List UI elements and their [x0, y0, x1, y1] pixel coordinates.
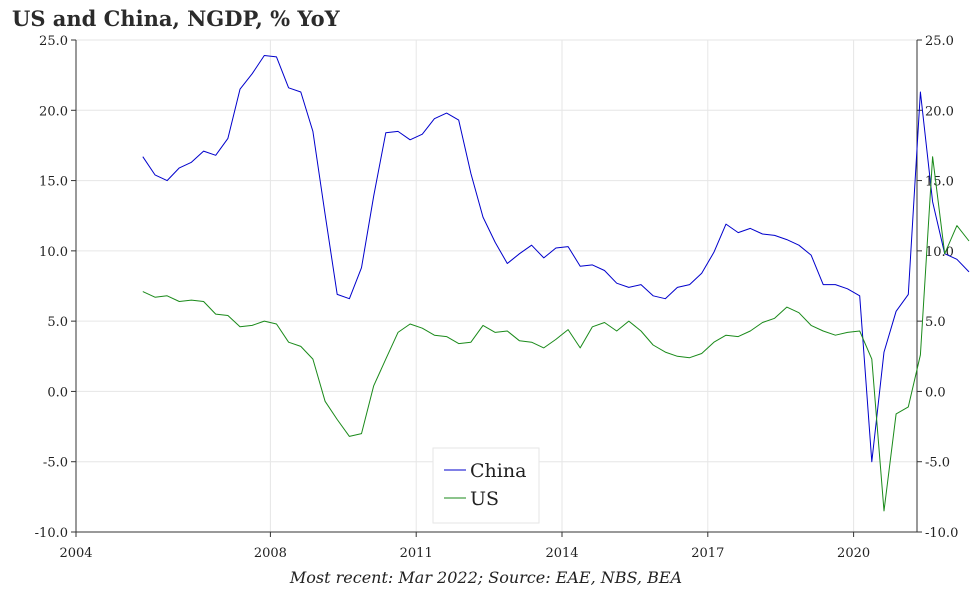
- y-tick-label-left: -5.0: [43, 456, 68, 471]
- y-tick-label-left: 15.0: [39, 175, 68, 190]
- legend: China US: [432, 447, 540, 524]
- chart-title: US and China, NGDP, % YoY: [12, 6, 340, 31]
- y-tick-label-right: 10.0: [925, 245, 954, 260]
- chart-caption: Most recent: Mar 2022; Source: EAE, NBS,…: [289, 568, 682, 587]
- legend-label-china: China: [470, 460, 526, 482]
- y-tick-label-left: 5.0: [47, 315, 68, 330]
- legend-label-us: US: [470, 488, 499, 510]
- y-tick-label-right: -5.0: [925, 456, 950, 471]
- axes-layer: 25.0 25.0 20.0 20.0 15.0 15.0 10.0 10.0 5.0 5.0 0.…: [35, 34, 959, 561]
- x-tick-label: 2008: [254, 546, 287, 561]
- y-tick-label-right: 20.0: [925, 104, 954, 119]
- y-tick-label-right: -10.0: [925, 526, 958, 541]
- x-tick-label: 2004: [59, 546, 92, 561]
- series-line-china: [142, 55, 970, 463]
- legend-box: [432, 447, 540, 524]
- y-tick-label-right: 5.0: [925, 315, 946, 330]
- y-tick-label-left: -10.0: [35, 526, 68, 541]
- y-tick-label-right: 15.0: [925, 175, 954, 190]
- y-tick-label-left: 10.0: [39, 245, 68, 260]
- series-line-us: [142, 156, 970, 512]
- y-tick-label-left: 20.0: [39, 104, 68, 119]
- x-tick-label: 2017: [691, 546, 724, 561]
- y-tick-label-left: 0.0: [47, 385, 68, 400]
- y-tick-label-left: 25.0: [39, 34, 68, 49]
- y-tick-label-right: 25.0: [925, 34, 954, 49]
- x-tick-label: 2020: [837, 546, 870, 561]
- x-tick-label: 2011: [400, 546, 433, 561]
- series-layer: [142, 55, 970, 512]
- y-tick-label-right: 0.0: [925, 385, 946, 400]
- x-tick-label: 2014: [545, 546, 578, 561]
